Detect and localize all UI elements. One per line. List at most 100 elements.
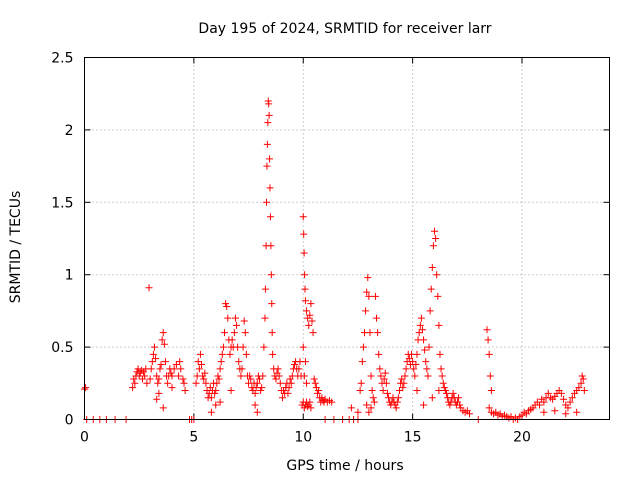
data-point: [141, 372, 149, 380]
data-point: [421, 346, 429, 354]
data-point: [242, 350, 250, 358]
data-point: [151, 343, 158, 351]
data-point: [268, 329, 276, 337]
data-point: [212, 387, 220, 395]
data-point: [217, 358, 225, 366]
data-point: [578, 372, 586, 380]
data-point: [435, 321, 443, 329]
data-point: [347, 404, 355, 412]
data-point: [428, 263, 436, 271]
data-point: [359, 343, 367, 351]
data-point: [164, 379, 172, 387]
data-point: [439, 379, 447, 387]
data-point: [177, 365, 185, 373]
data-point: [306, 398, 314, 406]
data-point: [156, 365, 164, 373]
data-point: [227, 387, 235, 395]
data-point: [278, 394, 286, 402]
data-point: [239, 343, 247, 351]
y-tick-label: 1.5: [51, 195, 73, 211]
data-point: [486, 372, 494, 380]
data-point: [192, 379, 200, 387]
data-point: [305, 321, 313, 329]
data-point: [301, 271, 309, 279]
data-point: [291, 360, 298, 368]
data-point: [299, 343, 307, 351]
data-point: [405, 355, 413, 363]
axis-ticks: 0 5 10 15 20 0 0.5 1 1.5 2 2.5: [51, 51, 610, 446]
data-point: [424, 372, 432, 380]
data-point: [223, 303, 231, 311]
data-point: [179, 375, 187, 383]
grid-lines: [84, 57, 610, 420]
data-point: [274, 365, 282, 373]
y-tick-label: 0.5: [51, 340, 73, 356]
data-point: [366, 329, 374, 337]
data-point: [180, 379, 188, 387]
data-point: [446, 401, 454, 409]
data-point: [170, 365, 178, 373]
data-point: [155, 389, 163, 397]
data-point: [370, 398, 378, 406]
data-point: [146, 375, 154, 383]
data-point: [207, 408, 215, 416]
data-point: [172, 360, 180, 368]
data-point: [145, 284, 153, 292]
data-point: [154, 379, 162, 387]
data-point: [315, 387, 323, 395]
data-point: [422, 358, 430, 366]
data-point: [219, 343, 227, 351]
data-point: [383, 389, 391, 397]
data-point: [269, 350, 277, 358]
data-point: [365, 292, 373, 300]
data-point: [308, 317, 316, 325]
data-point: [230, 329, 238, 337]
data-point: [275, 372, 283, 380]
data-point: [168, 384, 176, 392]
data-point: [566, 398, 574, 406]
data-point: [392, 404, 400, 412]
data-point: [573, 408, 581, 416]
data-point: [149, 350, 157, 358]
data-point: [247, 375, 255, 383]
data-point: [231, 314, 239, 322]
data-point: [357, 379, 365, 387]
data-point: [568, 394, 576, 402]
data-point: [455, 394, 463, 402]
x-tick-label: 10: [294, 430, 312, 446]
data-point: [577, 379, 585, 387]
data-point: [267, 271, 275, 279]
data-point: [484, 336, 492, 344]
data-point: [158, 336, 166, 344]
data-point: [253, 379, 261, 387]
data-point: [369, 394, 377, 402]
data-point: [420, 401, 428, 409]
data-point: [435, 387, 443, 395]
data-point: [368, 387, 376, 395]
data-point: [304, 402, 312, 410]
data-point: [364, 274, 372, 282]
x-tick-label: 20: [513, 430, 531, 446]
data-point: [159, 329, 167, 337]
data-point: [441, 387, 449, 395]
data-point: [215, 375, 223, 383]
data-point: [207, 394, 215, 402]
data-point: [175, 372, 183, 380]
data-point: [276, 379, 284, 387]
data-point: [259, 372, 267, 380]
data-point: [307, 404, 315, 412]
data-point: [272, 375, 280, 383]
data-point: [216, 398, 224, 406]
data-point: [431, 227, 438, 235]
data-point: [261, 314, 269, 322]
data-point: [301, 358, 309, 366]
data-point: [268, 300, 276, 308]
data-point: [211, 389, 219, 397]
data-point: [264, 119, 272, 127]
data-point: [399, 384, 407, 392]
data-point: [562, 410, 570, 418]
data-point: [226, 350, 234, 358]
data-point: [300, 230, 308, 238]
data-point: [434, 292, 442, 300]
